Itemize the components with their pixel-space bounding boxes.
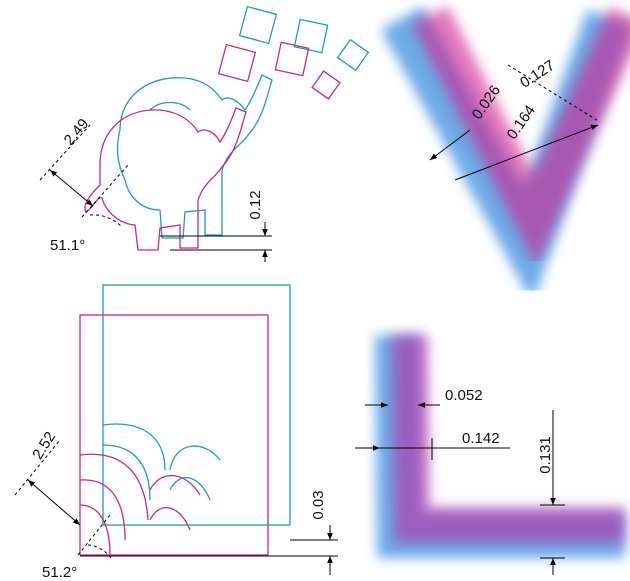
angle-label: 51.1° [50,237,85,254]
angle-label: 51.2° [42,564,77,581]
curves-magenta [79,453,201,556]
dimension-label: 0.142 [462,430,500,447]
stroke-magenta [392,334,625,543]
dimension-label: 0.03 [310,490,327,519]
dimension-label: 0.164 [504,102,539,143]
elephant-magenta [84,107,247,251]
angle-arc [87,544,113,561]
dimension-label: 0.12 [247,190,264,219]
dimension-extension [77,514,111,556]
rect-cyan [102,284,291,526]
dimension-label: 0.127 [517,57,558,92]
dimension-line [454,124,599,181]
l-panel: 0.052 0.142 0.131 [355,334,625,575]
squares-cyan [238,5,370,72]
dimension-line [49,169,94,207]
squares-magenta [217,41,341,100]
angle-arc [89,214,123,228]
curves-cyan [102,423,221,501]
stroke-magenta [412,5,630,267]
dimension-line [429,129,471,161]
dimension-extension [39,124,91,181]
elephant-cyan [116,74,273,239]
dimension-label: 2.49 [61,115,93,148]
dimension-line [27,479,81,526]
dimension-extension [507,64,601,123]
dimension-label: 0.052 [445,387,483,404]
rect-magenta [79,314,269,556]
rect-panel: 2.52 51.2° 0.03 [14,284,338,581]
elephant-panel: 2.49 51.1° 0.12 [39,5,370,262]
dimension-label: 0.131 [537,436,554,474]
dimension-label: 2.52 [29,429,59,463]
stroke-blue [375,334,625,558]
v-panel: 0.127 0.026 0.164 [381,5,630,303]
